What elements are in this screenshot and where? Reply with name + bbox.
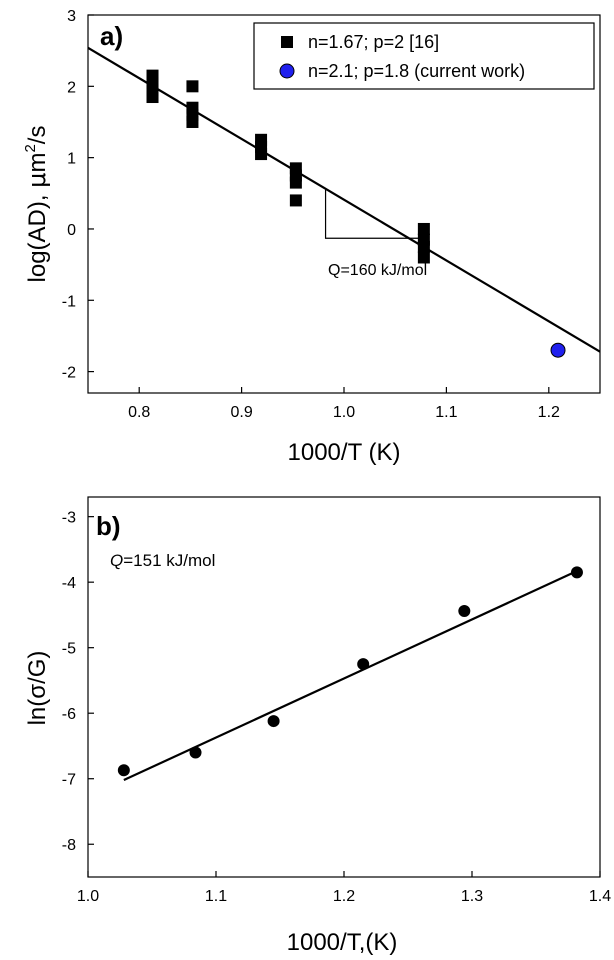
y-tick-label: -5 xyxy=(62,641,76,658)
plot-b-x-axis-title: 1000/T,(K) xyxy=(287,929,398,956)
plot-a-ticks: 0.8 0.9 1.0 1.1 1.2 -2 -1 0 1 2 3 xyxy=(62,8,560,421)
y-tick-label: -2 xyxy=(62,365,76,382)
data-point-circle xyxy=(189,746,202,759)
legend-marker-circle xyxy=(279,63,295,79)
fit-line xyxy=(87,46,601,353)
data-point-square xyxy=(255,148,268,161)
data-point-square xyxy=(289,176,302,189)
x-tick-label: 1.1 xyxy=(205,888,227,905)
y-tick-label: -7 xyxy=(62,772,76,789)
legend-marker-square xyxy=(281,36,293,48)
panel-a: 0.8 0.9 1.0 1.1 1.2 -2 -1 0 1 2 3 a) n=1.67; p=2 [… xyxy=(22,8,601,466)
data-point-circle xyxy=(570,566,583,579)
data-point-square xyxy=(417,222,430,235)
y-tick-label: -6 xyxy=(62,706,76,723)
plot-b-ticks: 1.0 1.1 1.2 1.3 1.4 -8 -7 -6 -5 -4 -3 xyxy=(62,510,611,905)
plot-a-y-axis-title: log(AD), μm2/s xyxy=(22,126,51,283)
data-point-square xyxy=(146,91,159,104)
data-point-circle xyxy=(357,658,370,671)
plot-a-annotation: Q=160 kJ/mol xyxy=(328,262,427,279)
x-tick-label: 0.9 xyxy=(230,404,252,421)
slope-triangle-legs xyxy=(324,189,424,239)
fit-line xyxy=(123,570,578,782)
y-tick-label: 1 xyxy=(67,151,76,168)
x-tick-label: 0.8 xyxy=(128,404,150,421)
y-tick-label: 2 xyxy=(67,79,76,96)
legend-label-series-1: n=1.67; p=2 [16] xyxy=(308,32,439,52)
plot-a-fit xyxy=(87,46,601,353)
x-tick-label: 1.2 xyxy=(538,404,560,421)
plot-b-annotation: Q=151 kJ/mol xyxy=(110,551,215,570)
legend-frame xyxy=(253,22,595,90)
plot-a-x-axis-title: 1000/T (K) xyxy=(288,439,401,466)
data-point-circle xyxy=(550,342,566,358)
x-tick-label: 1.2 xyxy=(333,888,355,905)
x-tick-label: 1.4 xyxy=(589,888,611,905)
panel-b-tag: b) xyxy=(96,511,121,541)
data-point-square xyxy=(186,115,199,128)
y-tick-label: 0 xyxy=(67,222,76,239)
y-tick-label: 3 xyxy=(67,8,76,25)
y-tick-label: -1 xyxy=(62,293,76,310)
x-tick-label: 1.0 xyxy=(77,888,99,905)
plot-b-marks xyxy=(117,566,583,777)
plot-a-legend: n=1.67; p=2 [16] n=2.1; p=1.8 (current w… xyxy=(253,22,595,90)
x-tick-label: 1.3 xyxy=(461,888,483,905)
data-point-circle xyxy=(267,715,280,728)
data-point-circle xyxy=(117,764,130,777)
data-point-square xyxy=(289,194,302,207)
x-tick-label: 1.0 xyxy=(333,404,355,421)
panel-b: 1.0 1.1 1.2 1.3 1.4 -8 -7 -6 -5 -4 -3 b) Q=151 kJ/… xyxy=(24,496,611,956)
data-point-square xyxy=(186,80,199,93)
y-tick-label: -8 xyxy=(62,837,76,854)
plot-a-marks xyxy=(146,69,566,358)
slope-triangle xyxy=(324,189,424,239)
data-point-circle xyxy=(458,605,471,617)
y-tick-label: -4 xyxy=(62,575,76,592)
panel-a-tag: a) xyxy=(100,21,123,51)
data-point-square xyxy=(417,251,430,264)
x-tick-label: 1.1 xyxy=(435,404,457,421)
data-point-square xyxy=(417,240,430,253)
legend-label-series-2: n=2.1; p=1.8 (current work) xyxy=(308,61,525,81)
plot-b-y-axis-title: ln(σ/G) xyxy=(24,651,51,726)
y-tick-label: -3 xyxy=(62,510,76,527)
plot-b-fit xyxy=(123,570,578,782)
